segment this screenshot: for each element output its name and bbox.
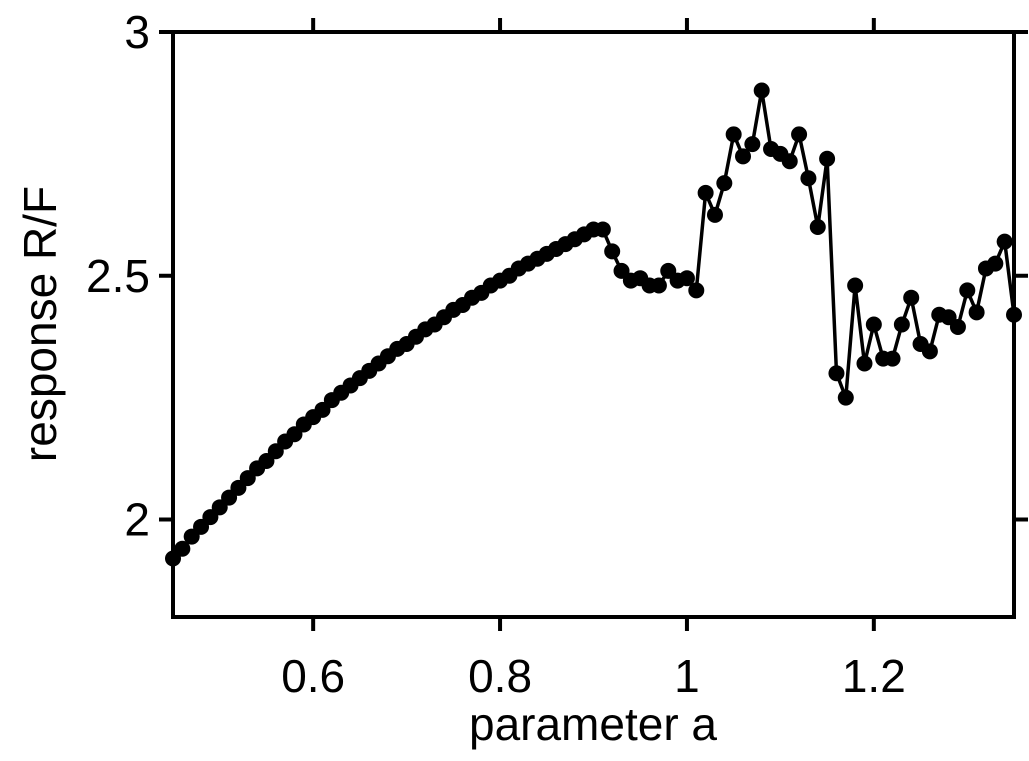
y-tick-label: 2 (124, 494, 150, 546)
data-point (791, 126, 808, 143)
series-markers (165, 82, 1022, 567)
tick-labels: 0.6 0.8 1 1.2 2 2.5 3 (86, 6, 906, 702)
data-point (781, 153, 798, 170)
data-point (847, 277, 864, 294)
data-point (996, 233, 1013, 250)
data-point (884, 350, 901, 367)
data-point (725, 126, 742, 143)
data-point (650, 277, 667, 294)
data-point (865, 316, 882, 333)
data-point (174, 540, 191, 557)
series-line (171, 90, 1016, 560)
data-point (706, 206, 723, 223)
data-point (1006, 306, 1022, 323)
y-tick-label: 3 (124, 6, 150, 58)
x-tick-label: 1 (674, 650, 700, 702)
x-axis-title: parameter a (469, 698, 717, 750)
data-point (921, 343, 938, 360)
data-point (809, 219, 826, 235)
data-point (949, 318, 966, 335)
data-point (959, 282, 976, 299)
x-tick-label: 0.6 (281, 650, 345, 702)
data-point (828, 365, 845, 382)
data-point (744, 136, 761, 153)
x-tick-label: 1.2 (842, 650, 906, 702)
data-point (678, 270, 695, 287)
plot-frame (171, 30, 1016, 619)
x-tick-label: 0.8 (468, 650, 532, 702)
y-axis-title: response R/F (14, 186, 66, 462)
data-point (688, 282, 705, 299)
data-point (819, 150, 836, 167)
data-point (837, 389, 854, 406)
data-point (716, 175, 733, 192)
data-point (800, 170, 817, 187)
data-point (856, 355, 873, 372)
data-point (903, 289, 920, 306)
data-point (893, 316, 910, 333)
data-point (594, 221, 611, 238)
data-point (697, 184, 714, 201)
data-point (968, 304, 985, 321)
y-tick-label: 2.5 (86, 250, 150, 302)
data-point (753, 82, 770, 99)
data-point (604, 243, 621, 260)
data-point (735, 148, 752, 165)
data-point (987, 255, 1004, 272)
axis-ticks (159, 18, 1028, 631)
